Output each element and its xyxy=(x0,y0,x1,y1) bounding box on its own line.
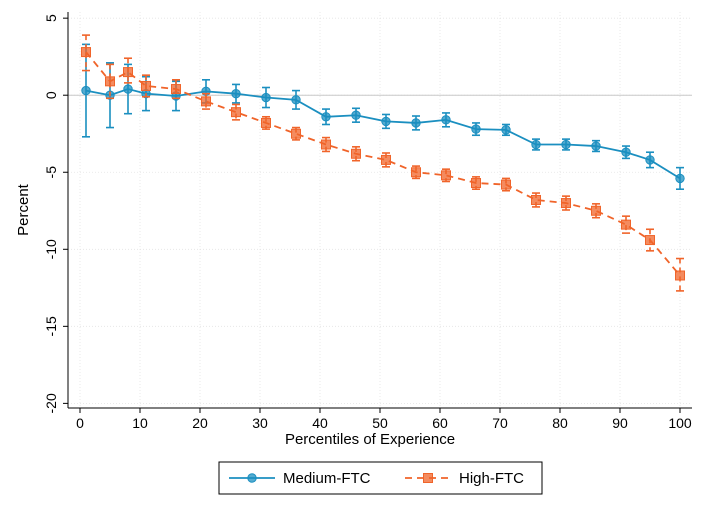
x-tick-label: 10 xyxy=(132,415,148,431)
legend: Medium-FTC High-FTC xyxy=(218,461,543,495)
x-tick-label: 30 xyxy=(252,415,268,431)
x-axis-ticks: 0 10 20 30 40 50 60 70 80 90 100 xyxy=(76,408,692,431)
data-point xyxy=(675,270,685,281)
data-point xyxy=(675,173,685,184)
series-layer xyxy=(81,34,685,292)
data-point xyxy=(321,112,331,122)
y-tick-label: 5 xyxy=(43,14,59,22)
data-point xyxy=(501,179,511,190)
data-point xyxy=(231,88,241,99)
data-point xyxy=(441,170,451,181)
legend-items: Medium-FTC High-FTC xyxy=(229,470,524,487)
y-tick-label: -15 xyxy=(43,316,59,336)
x-tick-label: 90 xyxy=(612,415,628,431)
series-high-ftc xyxy=(81,34,685,292)
data-point xyxy=(81,85,91,96)
y-tick-label: -5 xyxy=(43,166,59,179)
y-axis-ticks: 5 0 -5 -10 -15 -20 xyxy=(43,14,68,413)
data-point xyxy=(171,84,181,95)
x-tick-label: 0 xyxy=(76,415,84,431)
x-axis-title: Percentiles of Experience xyxy=(285,431,455,448)
data-point xyxy=(105,76,115,87)
data-point xyxy=(531,139,541,150)
data-point xyxy=(291,128,301,139)
data-point xyxy=(381,116,391,127)
data-point xyxy=(141,80,151,91)
y-tick-label: 0 xyxy=(43,91,59,99)
data-point xyxy=(381,154,391,165)
data-point xyxy=(531,194,541,205)
grid xyxy=(68,12,692,408)
y-tick-label: -20 xyxy=(43,393,59,413)
x-tick-label: 40 xyxy=(312,415,328,431)
data-point xyxy=(621,147,631,157)
data-point xyxy=(471,124,481,134)
data-point xyxy=(123,84,133,94)
data-point xyxy=(351,110,361,120)
data-point xyxy=(123,67,133,78)
legend-label: High-FTC xyxy=(459,470,524,487)
data-point xyxy=(501,125,511,135)
data-point xyxy=(261,92,271,103)
data-point xyxy=(261,117,271,128)
x-tick-label: 80 xyxy=(552,415,568,431)
data-point xyxy=(351,148,361,159)
data-point xyxy=(471,178,481,189)
legend-label: Medium-FTC xyxy=(283,470,371,487)
data-point xyxy=(591,141,601,151)
y-axis-title: Percent xyxy=(15,183,32,236)
data-point xyxy=(411,118,421,128)
series-line xyxy=(85,51,681,277)
x-tick-label: 50 xyxy=(372,415,388,431)
data-point xyxy=(231,107,241,118)
data-point xyxy=(561,139,571,150)
data-point xyxy=(291,95,301,105)
data-point xyxy=(621,219,631,230)
legend-item-medium-ftc: Medium-FTC xyxy=(229,470,371,487)
legend-swatch-marker xyxy=(247,473,257,483)
data-point xyxy=(411,167,421,178)
y-tick-label: -10 xyxy=(43,239,59,259)
x-tick-label: 20 xyxy=(192,415,208,431)
x-tick-label: 70 xyxy=(492,415,508,431)
data-point xyxy=(201,96,211,107)
data-point xyxy=(561,198,571,209)
series-line xyxy=(85,88,681,180)
x-tick-label: 100 xyxy=(668,415,692,431)
legend-item-high-ftc: High-FTC xyxy=(405,470,524,487)
x-tick-label: 60 xyxy=(432,415,448,431)
data-point xyxy=(321,139,331,150)
data-point xyxy=(81,47,91,58)
data-point xyxy=(441,115,451,125)
data-point xyxy=(591,205,601,216)
data-point xyxy=(645,155,655,165)
legend-swatch-marker xyxy=(423,473,433,483)
data-point xyxy=(645,235,655,246)
